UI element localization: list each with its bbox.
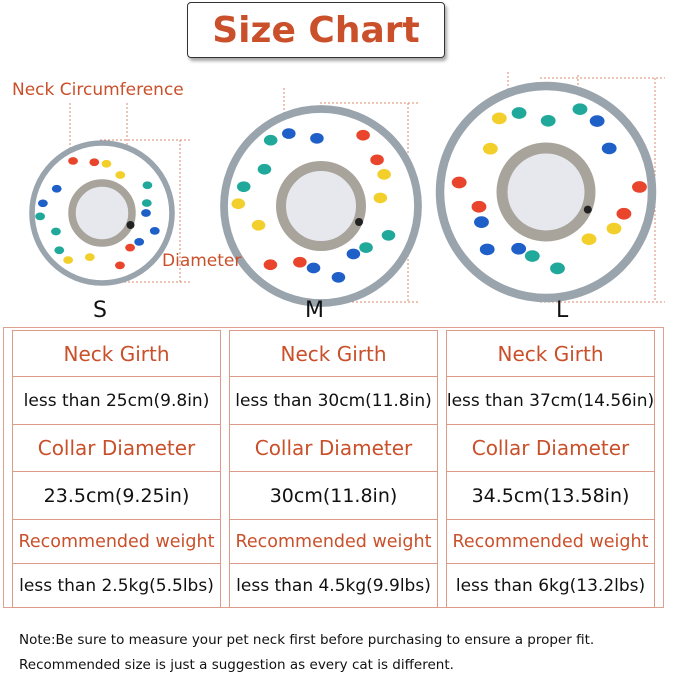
pattern-spot [540,114,556,127]
clasp-icon [126,221,135,229]
collar-illustrations [29,72,665,307]
pattern-spot [37,199,48,208]
neck-girth-header: Neck Girth [229,330,438,377]
pattern-spot [370,154,384,166]
pattern-spot [572,103,588,115]
note-line-1: Note:Be sure to measure your pet neck fi… [19,632,595,648]
pattern-spot [231,198,246,210]
pattern-spot [251,219,266,231]
pattern-spot [115,171,126,179]
pattern-spot [89,158,100,167]
collar-diameter-header: Collar Diameter [446,424,655,472]
pattern-spot [68,157,78,165]
size-table: Neck Girth less than 25cm(9.8in) Collar … [3,327,664,608]
weight-header: Recommended weight [12,519,221,564]
pattern-spot [54,246,65,255]
pattern-spot [84,253,95,261]
clasp-icon [355,218,363,226]
neck-opening [496,142,596,242]
pattern-spot [479,243,495,256]
pattern-spot [293,256,307,268]
neck-girth-header: Neck Girth [446,330,655,377]
pattern-spot [51,227,61,236]
pattern-spot [606,222,622,235]
collar-diameter-header: Collar Diameter [12,424,221,472]
pattern-spot [381,229,396,241]
pattern-spot [616,207,632,220]
collar-illustration [220,105,422,307]
pattern-spot [482,142,498,155]
pattern-spot [263,134,278,146]
pattern-spot [373,192,388,204]
neck-girth-value: less than 30cm(11.8in) [229,376,438,425]
neck-girth-value: less than 25cm(9.8in) [12,376,221,425]
pattern-spot [257,163,272,175]
pattern-spot [346,248,361,260]
weight-header: Recommended weight [229,519,438,564]
neck-opening [68,179,136,247]
pattern-spot [331,271,346,283]
pattern-spot [141,199,152,207]
weight-value: less than 2.5kg(5.5lbs) [12,563,221,608]
neck-girth-value: less than 37cm(14.56in) [446,376,655,425]
pattern-spot [282,128,296,139]
pattern-spot [125,243,135,252]
size-label-s: S [93,298,107,323]
pattern-spot [134,237,145,246]
pattern-spot [63,256,74,264]
pattern-spot [471,200,487,213]
clasp-icon [583,205,592,214]
pattern-spot [451,176,467,189]
weight-value: less than 6kg(13.2lbs) [446,563,655,608]
pattern-spot [263,259,278,271]
pattern-spot [511,242,527,255]
weight-value: less than 4.5kg(9.9lbs) [229,563,438,608]
pattern-spot [142,181,153,190]
pattern-spot [474,216,489,228]
collar-diameter-header: Collar Diameter [229,424,438,472]
pattern-spot [491,112,507,125]
neck-opening [276,161,366,251]
page-title: Size Chart [212,9,420,51]
collar-diameter-value: 23.5cm(9.25in) [12,471,221,520]
pattern-spot [581,233,597,246]
collar-diameter-value: 34.5cm(13.58in) [446,471,655,520]
pattern-spot [35,212,46,221]
pattern-spot [101,159,112,168]
note-line-2: Recommended size is just a suggestion as… [19,657,454,673]
pattern-spot [310,132,324,144]
pattern-spot [236,181,251,193]
weight-header: Recommended weight [446,519,655,564]
pattern-spot [601,142,617,155]
pattern-spot [306,262,321,274]
pattern-spot [356,129,370,141]
pattern-spot [589,115,605,127]
pattern-spot [550,262,565,275]
collar-illustration [29,140,175,286]
pattern-spot [377,169,391,180]
pattern-spot [632,181,647,193]
pattern-spot [141,209,151,217]
neck-girth-header: Neck Girth [12,330,221,377]
pattern-spot [51,184,62,193]
diameter-label: Diameter [162,251,242,271]
pattern-spot [359,242,373,253]
neck-circumference-label: Neck Circumference [12,80,184,100]
collar-illustration [435,81,657,303]
title-box: Size Chart [187,2,445,58]
pattern-spot [149,227,160,235]
size-label-l: L [556,298,569,323]
pattern-spot [511,107,527,119]
size-label-m: M [305,298,324,323]
pattern-spot [524,250,540,262]
pattern-spot [115,261,125,270]
collar-diameter-value: 30cm(11.8in) [229,471,438,520]
